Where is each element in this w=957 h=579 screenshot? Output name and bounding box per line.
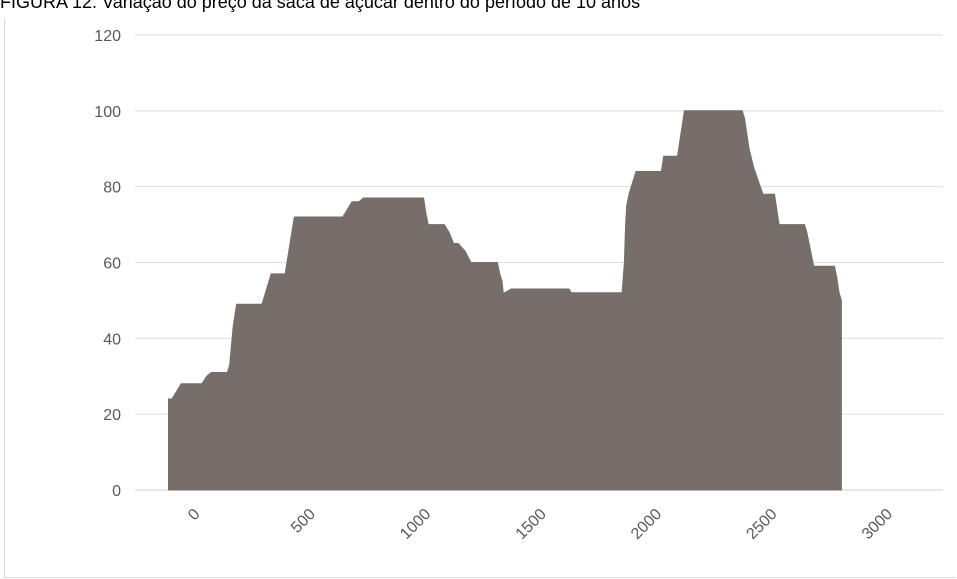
chart-frame <box>4 18 956 578</box>
area-series <box>168 110 842 491</box>
y-tick-label: 0 <box>112 483 121 500</box>
y-tick-label: 100 <box>94 104 121 121</box>
y-tick-label: 40 <box>103 331 121 348</box>
x-tick-label: 2000 <box>628 506 665 543</box>
x-tick-label: 3000 <box>859 506 896 543</box>
y-tick-label: 80 <box>103 180 121 197</box>
x-tick-label: 1500 <box>513 506 550 543</box>
x-tick-label: 0 <box>185 506 203 524</box>
x-tick-label: 1000 <box>397 506 434 543</box>
figure-caption: FIGURA 12. Variação do preço da saca de … <box>0 0 641 12</box>
y-tick-label: 60 <box>103 256 121 273</box>
y-tick-label: 120 <box>94 28 121 45</box>
y-tick-label: 20 <box>103 407 121 424</box>
x-axis-tick-labels: 0 500 1000 1500 2000 2500 3000 <box>185 506 896 543</box>
y-axis-tick-labels: 0 20 40 60 80 100 120 <box>94 28 121 500</box>
area-fill <box>168 110 842 491</box>
x-tick-label: 500 <box>288 506 319 537</box>
x-tick-label: 2500 <box>743 506 780 543</box>
